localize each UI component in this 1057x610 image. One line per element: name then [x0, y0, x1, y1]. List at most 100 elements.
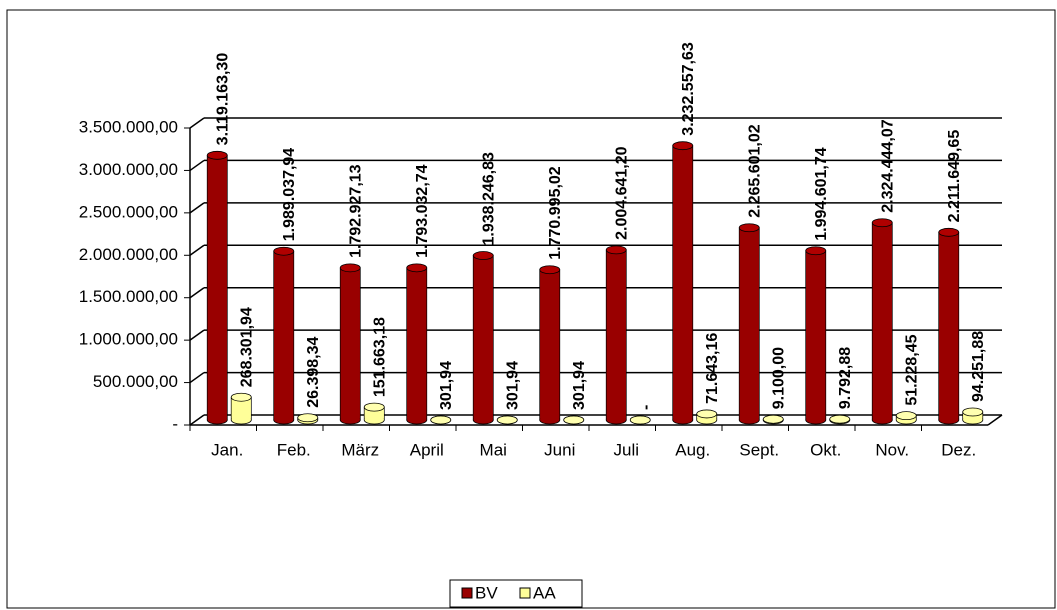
- bar-top: [363, 402, 385, 412]
- bar: [496, 415, 518, 425]
- x-tick-label: Sept.: [739, 440, 779, 459]
- bar: [696, 409, 718, 425]
- frame: [6, 9, 1056, 609]
- legend-swatch: [519, 587, 531, 599]
- bar: [629, 415, 651, 425]
- data-label: -: [637, 405, 654, 410]
- floor-edge: [987, 414, 1003, 426]
- data-label: 2.265.601,02: [746, 124, 763, 218]
- bar-body-fill: [407, 267, 427, 420]
- bar-top: [738, 223, 760, 233]
- bar-top: [472, 251, 494, 260]
- data-label: 3.119.163,30: [214, 53, 231, 146]
- y-tick-label: 2.500.000,00: [79, 202, 178, 221]
- bar-top: [696, 409, 718, 419]
- bar-body-fill: [540, 269, 560, 420]
- x-tick-label: Okt.: [810, 440, 841, 459]
- x-tick-label: Jan.: [211, 440, 243, 459]
- bar: [339, 263, 361, 425]
- y-tick-label: 3.000.000,00: [79, 160, 178, 179]
- data-label: 151.663,18: [371, 317, 388, 397]
- bar: [563, 415, 585, 425]
- bar: [738, 223, 760, 425]
- data-label: 51.228,45: [903, 334, 920, 405]
- bar-top: [430, 415, 452, 425]
- bar: [938, 227, 960, 425]
- bar: [273, 246, 295, 425]
- data-label: 9.100,00: [770, 347, 787, 409]
- data-label: 2.004.641,20: [613, 146, 630, 240]
- bar-body-fill: [606, 249, 626, 420]
- grid-line: [189, 329, 205, 341]
- x-tick-label: Mai: [480, 440, 507, 459]
- legend-swatch: [461, 587, 473, 599]
- legend-label: BV: [475, 583, 498, 602]
- bar-top: [230, 392, 252, 402]
- bar-top: [895, 411, 917, 421]
- bar: [962, 407, 984, 425]
- bar: [829, 414, 851, 425]
- data-label: 94.251,88: [970, 331, 987, 402]
- bar: [406, 263, 428, 425]
- data-label: 301,94: [504, 361, 521, 410]
- bar-body-fill: [739, 227, 759, 420]
- x-tick-label: Juni: [544, 440, 575, 459]
- x-tick-label: Feb.: [277, 440, 311, 459]
- y-tick-label: 500.000,00: [93, 372, 178, 391]
- bar-top: [297, 413, 319, 423]
- bar-top: [629, 415, 651, 425]
- x-tick-label: März: [341, 440, 379, 459]
- bar: [805, 246, 827, 425]
- x-tick-label: Dez.: [941, 440, 976, 459]
- y-tick-label: 3.500.000,00: [79, 117, 178, 136]
- y-tick-label: 1.000.000,00: [79, 330, 178, 349]
- data-label: 1.793.032,74: [414, 164, 431, 258]
- bar-top: [962, 407, 984, 417]
- bar: [430, 415, 452, 425]
- grid-line: [189, 244, 205, 256]
- data-label: 2.211.649,65: [946, 130, 963, 223]
- y-tick-label: -: [172, 414, 178, 433]
- bar: [672, 141, 694, 425]
- bar-body-fill: [673, 145, 693, 420]
- data-label: 3.232.557,63: [680, 42, 697, 136]
- bar-top: [406, 263, 428, 273]
- bar-top: [339, 263, 361, 273]
- bar-body-fill: [939, 232, 959, 420]
- data-label: 9.792,88: [837, 347, 854, 409]
- bar-top: [938, 227, 960, 237]
- bar-top: [496, 415, 518, 425]
- bar: [539, 265, 561, 425]
- grid-line: [189, 159, 205, 172]
- grid-line: [189, 202, 205, 214]
- legend-box: [449, 579, 583, 608]
- bar: [762, 414, 784, 425]
- bar-top: [672, 141, 694, 151]
- bar-body-fill: [806, 250, 826, 420]
- bar-body-fill: [473, 255, 493, 420]
- legend: BV AA: [449, 579, 583, 608]
- legend-label: AA: [533, 583, 556, 602]
- bar: [472, 251, 494, 425]
- bar: [206, 150, 228, 425]
- x-tick-label: Aug.: [675, 440, 710, 459]
- data-label: 26.398,34: [305, 336, 322, 407]
- bar-body-fill: [231, 397, 251, 420]
- data-label: 2.324.444,07: [879, 119, 896, 213]
- y-tick-label: 2.000.000,00: [79, 245, 178, 264]
- data-label: 1.770.995,02: [547, 166, 564, 260]
- bar-body-fill: [274, 251, 294, 420]
- data-label: 268.301,94: [238, 307, 255, 387]
- bar-top: [605, 245, 627, 255]
- bar-body-fill: [872, 222, 892, 420]
- bar: [363, 402, 385, 425]
- x-tick-label: Juli: [613, 440, 639, 459]
- bar-top: [273, 246, 295, 256]
- x-tick-label: April: [410, 440, 444, 459]
- data-label: 301,94: [438, 361, 455, 410]
- x-tick-label: Nov.: [875, 440, 909, 459]
- bar: [297, 413, 319, 425]
- bar: [871, 218, 893, 425]
- data-label: 1.994.601,74: [813, 147, 830, 241]
